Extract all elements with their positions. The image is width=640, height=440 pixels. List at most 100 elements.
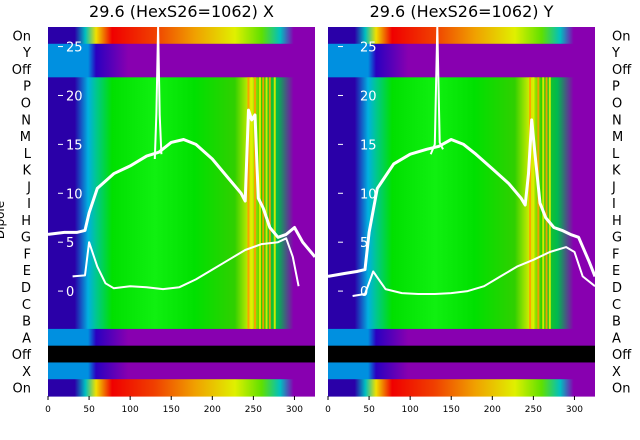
heatmap-row-m [328, 127, 595, 146]
row-label-b: B [612, 315, 621, 330]
bright-stripe [247, 77, 250, 329]
heatmap-row-k [328, 161, 595, 179]
heatmap-row-p [328, 77, 595, 95]
heatmap-row-off [48, 345, 315, 364]
series-line-upper [327, 118, 597, 278]
row-label-n: N [612, 113, 622, 128]
heatmap-row-g [328, 228, 595, 246]
overlay-y-tick-label: 20 [360, 89, 377, 104]
overlay-y-tick-label: 20 [66, 89, 83, 104]
heatmap-row-e [328, 261, 595, 280]
bright-stripe [265, 77, 268, 329]
overlay-y-tick-label: 10 [360, 187, 377, 202]
x-tick-label: 50 [83, 405, 95, 415]
row-label-on: On [612, 382, 630, 397]
x-tick-label: 100 [122, 405, 139, 415]
row-label-f: F [612, 247, 619, 262]
row-label-on: On [13, 382, 31, 397]
row-label-i: I [612, 197, 616, 212]
row-label-g: G [612, 231, 622, 246]
x-tick-label: 250 [525, 405, 542, 415]
bright-stripe [537, 77, 540, 329]
heatmap-row-off [328, 345, 595, 364]
series-line-lower [72, 237, 300, 291]
heatmap-row-f [328, 245, 595, 263]
row-label-off: Off [612, 63, 632, 78]
overlay-y-tick-label: 25 [360, 41, 377, 56]
row-label-l: L [612, 147, 620, 162]
row-label-p: P [612, 80, 620, 95]
heatmap-row-b [328, 312, 595, 330]
heatmap-row-on [328, 379, 595, 397]
heatmap-row-a [48, 328, 315, 347]
x-tick-label: 200 [204, 405, 221, 415]
series-line-upper [47, 108, 317, 258]
row-label-l: L [24, 147, 32, 162]
row-label-b: B [22, 315, 31, 330]
overlay-y-tick-label: 15 [66, 138, 83, 153]
row-label-g: G [21, 231, 31, 246]
overlay-y-tick-label: 10 [66, 187, 83, 202]
x-tick-label: 150 [163, 405, 180, 415]
heatmap-row-on [48, 27, 315, 45]
heatmap-row-h [328, 211, 595, 229]
row-label-a: A [612, 331, 621, 346]
row-label-c: C [612, 298, 621, 313]
heatmap-row-i [328, 194, 595, 213]
x-tick-label: 100 [402, 405, 419, 415]
row-label-j: J [26, 180, 31, 195]
bright-stripe [545, 77, 548, 329]
row-label-y: Y [22, 46, 31, 61]
bright-stripe [262, 77, 265, 329]
heatmap-row-c [328, 295, 595, 313]
overlay-y-tick-label: 0 [360, 285, 368, 300]
row-label-i: I [27, 197, 31, 212]
row-label-j: J [611, 180, 616, 195]
row-label-on: On [13, 29, 31, 44]
row-label-off: Off [12, 63, 32, 78]
overlay-y-tick-label: 0 [66, 285, 74, 300]
row-label-p: P [23, 80, 31, 95]
row-label-o: O [21, 96, 31, 111]
heatmap-row-y [48, 43, 315, 62]
x-tick-label: 300 [566, 405, 583, 415]
row-label-d: D [612, 281, 622, 296]
overlay-y-tick-label: 25 [66, 41, 83, 56]
heatmap-row-off [48, 60, 315, 78]
bright-stripe [532, 77, 535, 329]
bright-stripe [273, 77, 276, 329]
row-label-off: Off [12, 348, 32, 363]
heatmap-row-off [328, 60, 595, 78]
row-label-k: K [612, 164, 621, 179]
x-tick-label: 200 [484, 405, 501, 415]
y-axis-label: Dipole [0, 201, 7, 239]
x-tick-label: 150 [443, 405, 460, 415]
heatmap-row-a [328, 328, 595, 347]
overlay-y-tick-label: 5 [360, 236, 368, 251]
bright-stripe [268, 77, 271, 329]
row-label-x: X [612, 365, 621, 380]
heatmap-row-o [328, 94, 595, 112]
row-label-k: K [22, 164, 31, 179]
bright-stripe [529, 77, 532, 329]
bright-stripe [250, 77, 253, 329]
row-label-e: E [23, 264, 31, 279]
chart-title: 29.6 (HexS26=1062) X [89, 2, 274, 21]
x-tick-label: 50 [363, 405, 375, 415]
heatmap-row-y [328, 43, 595, 62]
row-label-c: C [22, 298, 31, 313]
x-tick-label: 0 [325, 405, 331, 415]
heatmap-row-n [328, 110, 595, 129]
bright-stripe [542, 77, 545, 329]
row-label-x: X [22, 365, 31, 380]
series-line-lower [352, 246, 596, 297]
series-line-spike [429, 26, 444, 155]
bright-stripe [548, 77, 551, 329]
row-label-d: D [21, 281, 31, 296]
row-label-y: Y [611, 46, 620, 61]
row-label-h: H [21, 214, 31, 229]
overlay-y-tick-label: 5 [66, 236, 74, 251]
overlay-y-tick-label: 15 [360, 138, 377, 153]
